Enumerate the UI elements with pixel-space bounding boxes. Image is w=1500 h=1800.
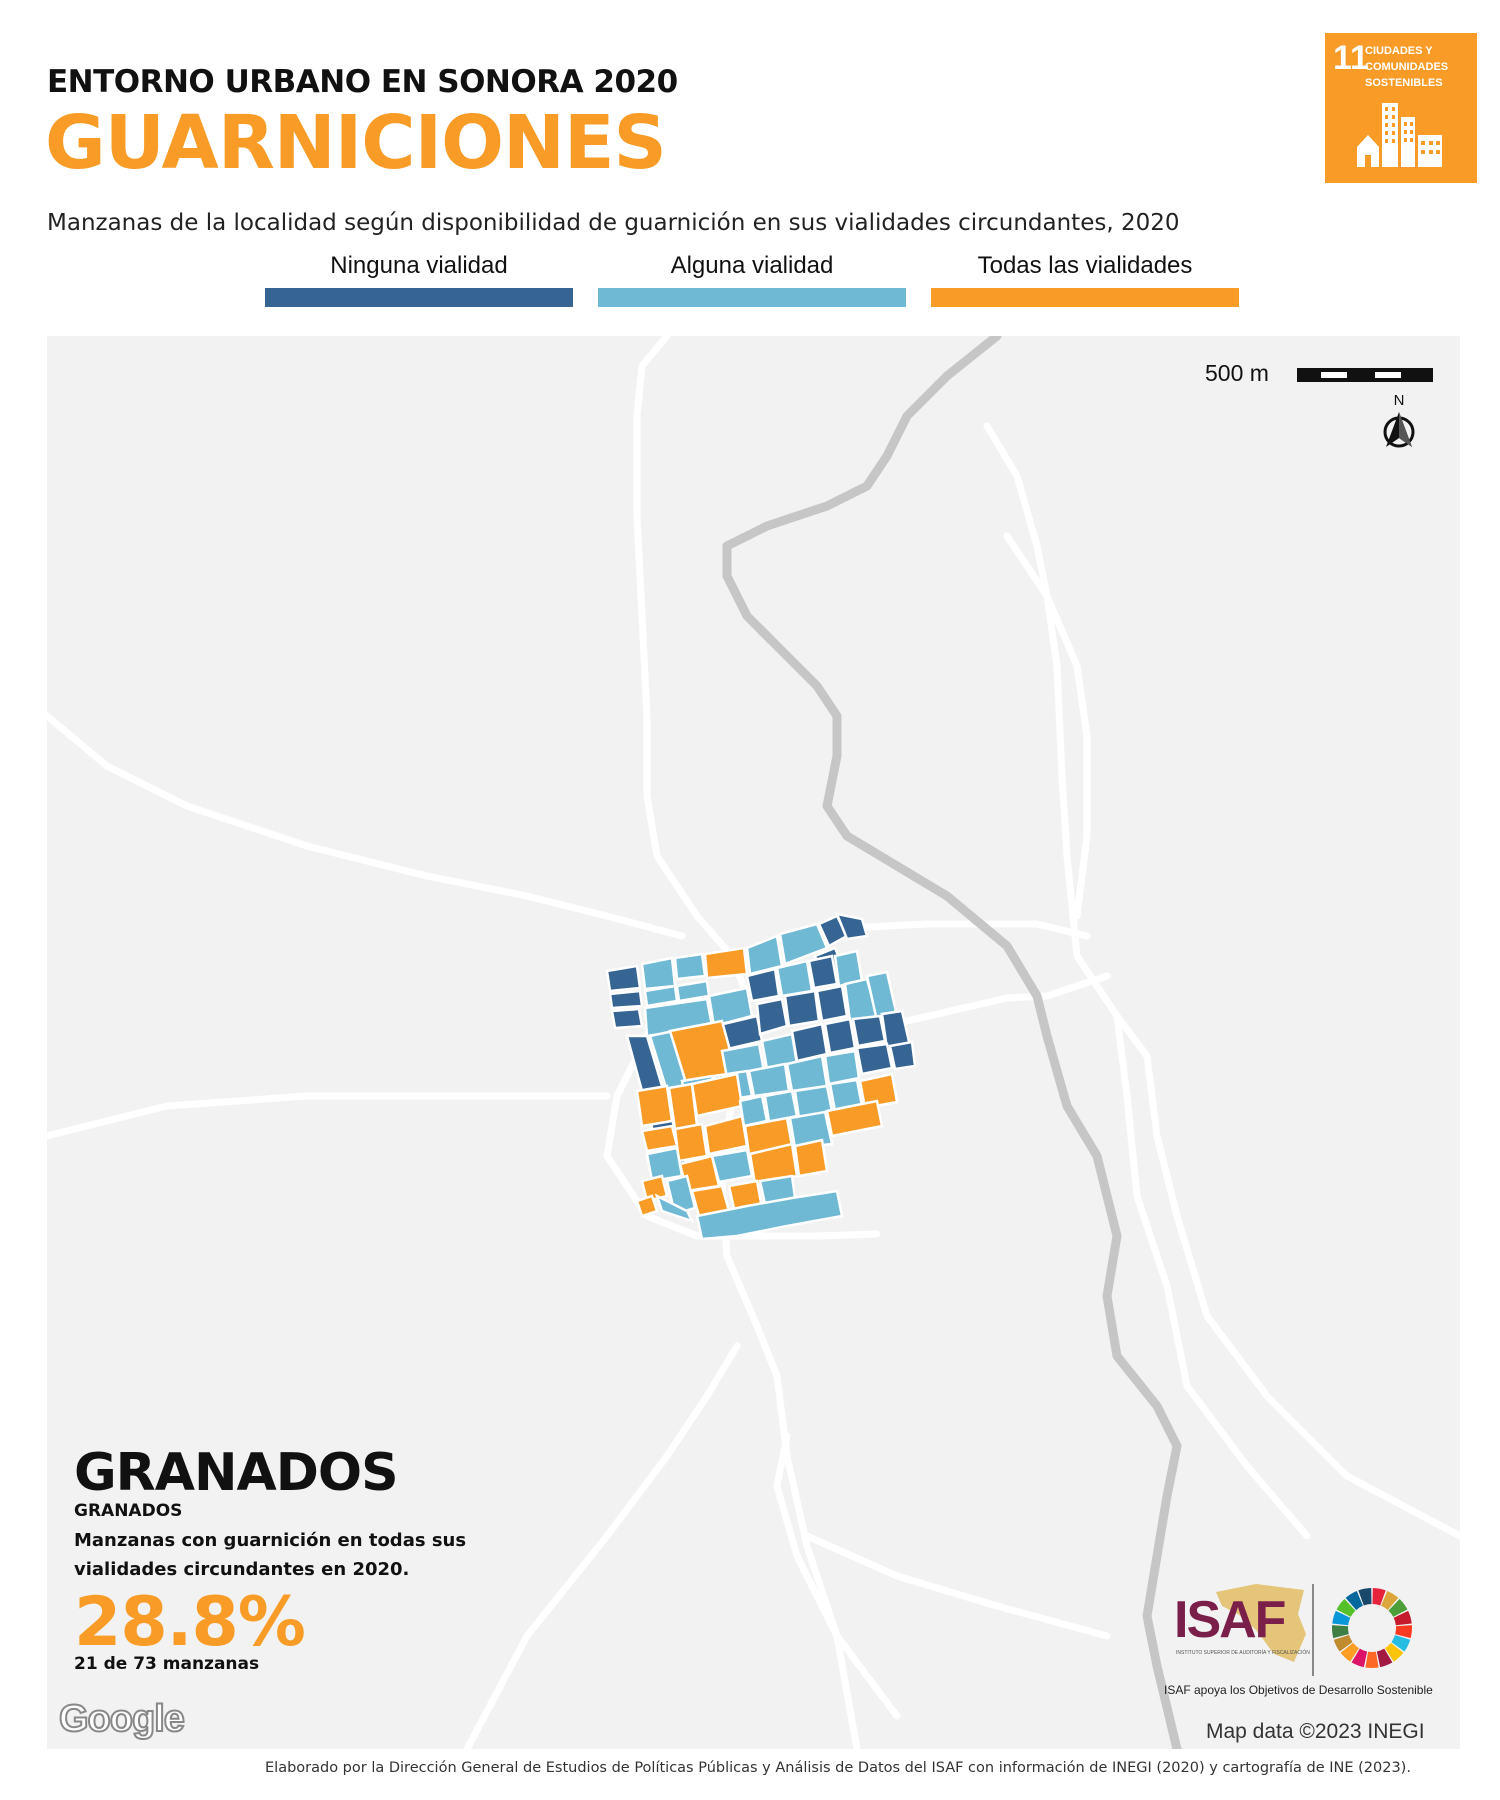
sdg-wheel-icon	[1332, 1588, 1412, 1668]
block-todas	[640, 1174, 669, 1203]
city-blocks	[605, 912, 917, 1241]
sdg-wheel-segment	[1365, 1651, 1379, 1668]
basemap	[47, 336, 1460, 1749]
block-ninguna	[807, 954, 839, 990]
sdg-badge: 11 CIUDADES Y COMUNIDADES SOSTENIBLES	[1325, 33, 1477, 183]
block-alguna	[654, 1193, 695, 1224]
block-alguna	[673, 952, 707, 981]
block-ninguna	[745, 967, 781, 1003]
legend-item-todas: Todas las vialidades	[931, 252, 1239, 307]
block-alguna	[710, 1148, 754, 1184]
block-alguna	[778, 922, 829, 966]
locality-name: GRANADOS	[74, 1443, 399, 1503]
river-line	[722, 336, 1182, 1749]
block-ninguna	[790, 1022, 829, 1063]
legend-label: Alguna vialidad	[670, 252, 834, 279]
sdg-number: 11	[1333, 39, 1369, 77]
north-arrow-icon	[1383, 412, 1415, 448]
legend-swatch	[265, 288, 573, 307]
sdg-wheel-segment	[1385, 1642, 1404, 1662]
overline-title: ENTORNO URBANO EN SONORA 2020	[47, 64, 678, 100]
block-todas	[858, 1072, 899, 1110]
block-todas	[640, 1124, 679, 1153]
sdg-wheel-segment	[1332, 1625, 1349, 1639]
block-ninguna	[608, 989, 644, 1010]
legend-label: Todas las vialidades	[977, 252, 1193, 279]
road-network	[47, 336, 1460, 1749]
sonora-silhouette-icon	[1216, 1584, 1306, 1662]
block-alguna	[675, 979, 711, 1003]
block-alguna	[645, 1146, 684, 1183]
sdg-wheel-segment	[1340, 1642, 1359, 1662]
legend-item-ninguna: Ninguna vialidad	[265, 252, 573, 307]
sdg-wheel-segment	[1393, 1610, 1412, 1626]
stat-description: Manzanas con guarnición en todas sus via…	[74, 1530, 467, 1580]
block-alguna	[775, 959, 814, 998]
legend-swatch	[598, 288, 906, 307]
stat-count: 21 de 73 manzanas	[74, 1654, 260, 1674]
sdg-wheel-segment	[1376, 1648, 1393, 1668]
isaf-caption: ISAF apoya los Objetivos de Desarrollo S…	[1164, 1683, 1433, 1697]
block-ninguna	[834, 912, 869, 941]
block-ninguna	[855, 1042, 894, 1076]
sdg-wheel-segment	[1351, 1648, 1368, 1668]
block-todas	[793, 1138, 829, 1178]
google-logo: Google	[58, 1697, 186, 1741]
block-todas	[748, 1142, 799, 1186]
scale-label: 500 m	[1205, 360, 1269, 386]
scale-graphic	[1297, 368, 1433, 382]
stat-percentage: 28.8%	[74, 1583, 306, 1662]
north-label: N	[1393, 392, 1405, 409]
sdg-wheel-segment	[1395, 1625, 1412, 1639]
sdg-text: CIUDADES Y COMUNIDADES SOSTENIBLES	[1365, 45, 1449, 89]
block-todas	[635, 1194, 659, 1218]
isaf-logo-block: ISAF INSTITUTO SUPERIOR DE AUDITORÍA Y F…	[1164, 1580, 1460, 1710]
block-ninguna	[610, 1007, 644, 1030]
block-alguna	[695, 1189, 844, 1241]
block-todas	[635, 1084, 674, 1128]
sdg-wheel-segment	[1345, 1590, 1363, 1610]
block-ninguna	[823, 1017, 857, 1055]
sdg-wheel-segment	[1332, 1610, 1351, 1626]
page-subtitle: Manzanas de la localidad según disponibi…	[47, 210, 1180, 236]
isaf-logo-text: ISAF	[1174, 1591, 1286, 1649]
block-ninguna	[851, 1014, 887, 1048]
block-todas	[825, 1099, 884, 1138]
sdg-wheel-segment	[1333, 1635, 1353, 1652]
block-alguna	[643, 984, 679, 1008]
block-ninguna	[815, 984, 849, 1023]
block-alguna	[823, 1049, 861, 1086]
sdg-wheel-segment	[1358, 1588, 1372, 1606]
sdg-wheel-segment	[1336, 1598, 1356, 1617]
block-todas	[703, 946, 749, 980]
map-panel[interactable]: 500 m N GRANADOS GRANADOS Manzanas con g…	[47, 336, 1460, 1749]
block-ninguna	[755, 997, 789, 1036]
legend-label: Ninguna vialidad	[330, 252, 508, 279]
footer-source: Elaborado por la Dirección General de Es…	[265, 1760, 1411, 1776]
sdg-wheel-segment	[1388, 1598, 1408, 1617]
block-todas	[673, 1122, 709, 1163]
sdg-wheel-segment	[1391, 1635, 1411, 1652]
legend-item-alguna: Alguna vialidad	[598, 252, 906, 307]
map-attribution: Map data ©2023 INEGI	[1206, 1720, 1425, 1743]
legend-swatch	[931, 288, 1239, 307]
block-ninguna	[888, 1040, 917, 1071]
block-ninguna	[783, 989, 821, 1028]
block-alguna	[640, 956, 677, 991]
sdg-wheel-segment	[1381, 1590, 1399, 1610]
isaf-logo-small: INSTITUTO SUPERIOR DE AUDITORÍA Y FISCAL…	[1176, 1650, 1310, 1656]
block-todas	[703, 1114, 749, 1156]
city-buildings-icon	[1357, 103, 1442, 167]
logo-divider	[1312, 1584, 1314, 1676]
north-arrow: N	[1379, 392, 1419, 453]
block-ninguna	[605, 964, 642, 993]
page-title: GUARNICIONES	[45, 100, 667, 186]
locality-subname: GRANADOS	[74, 1501, 183, 1521]
block-alguna	[747, 1062, 791, 1098]
sdg-wheel-segment	[1372, 1588, 1386, 1606]
